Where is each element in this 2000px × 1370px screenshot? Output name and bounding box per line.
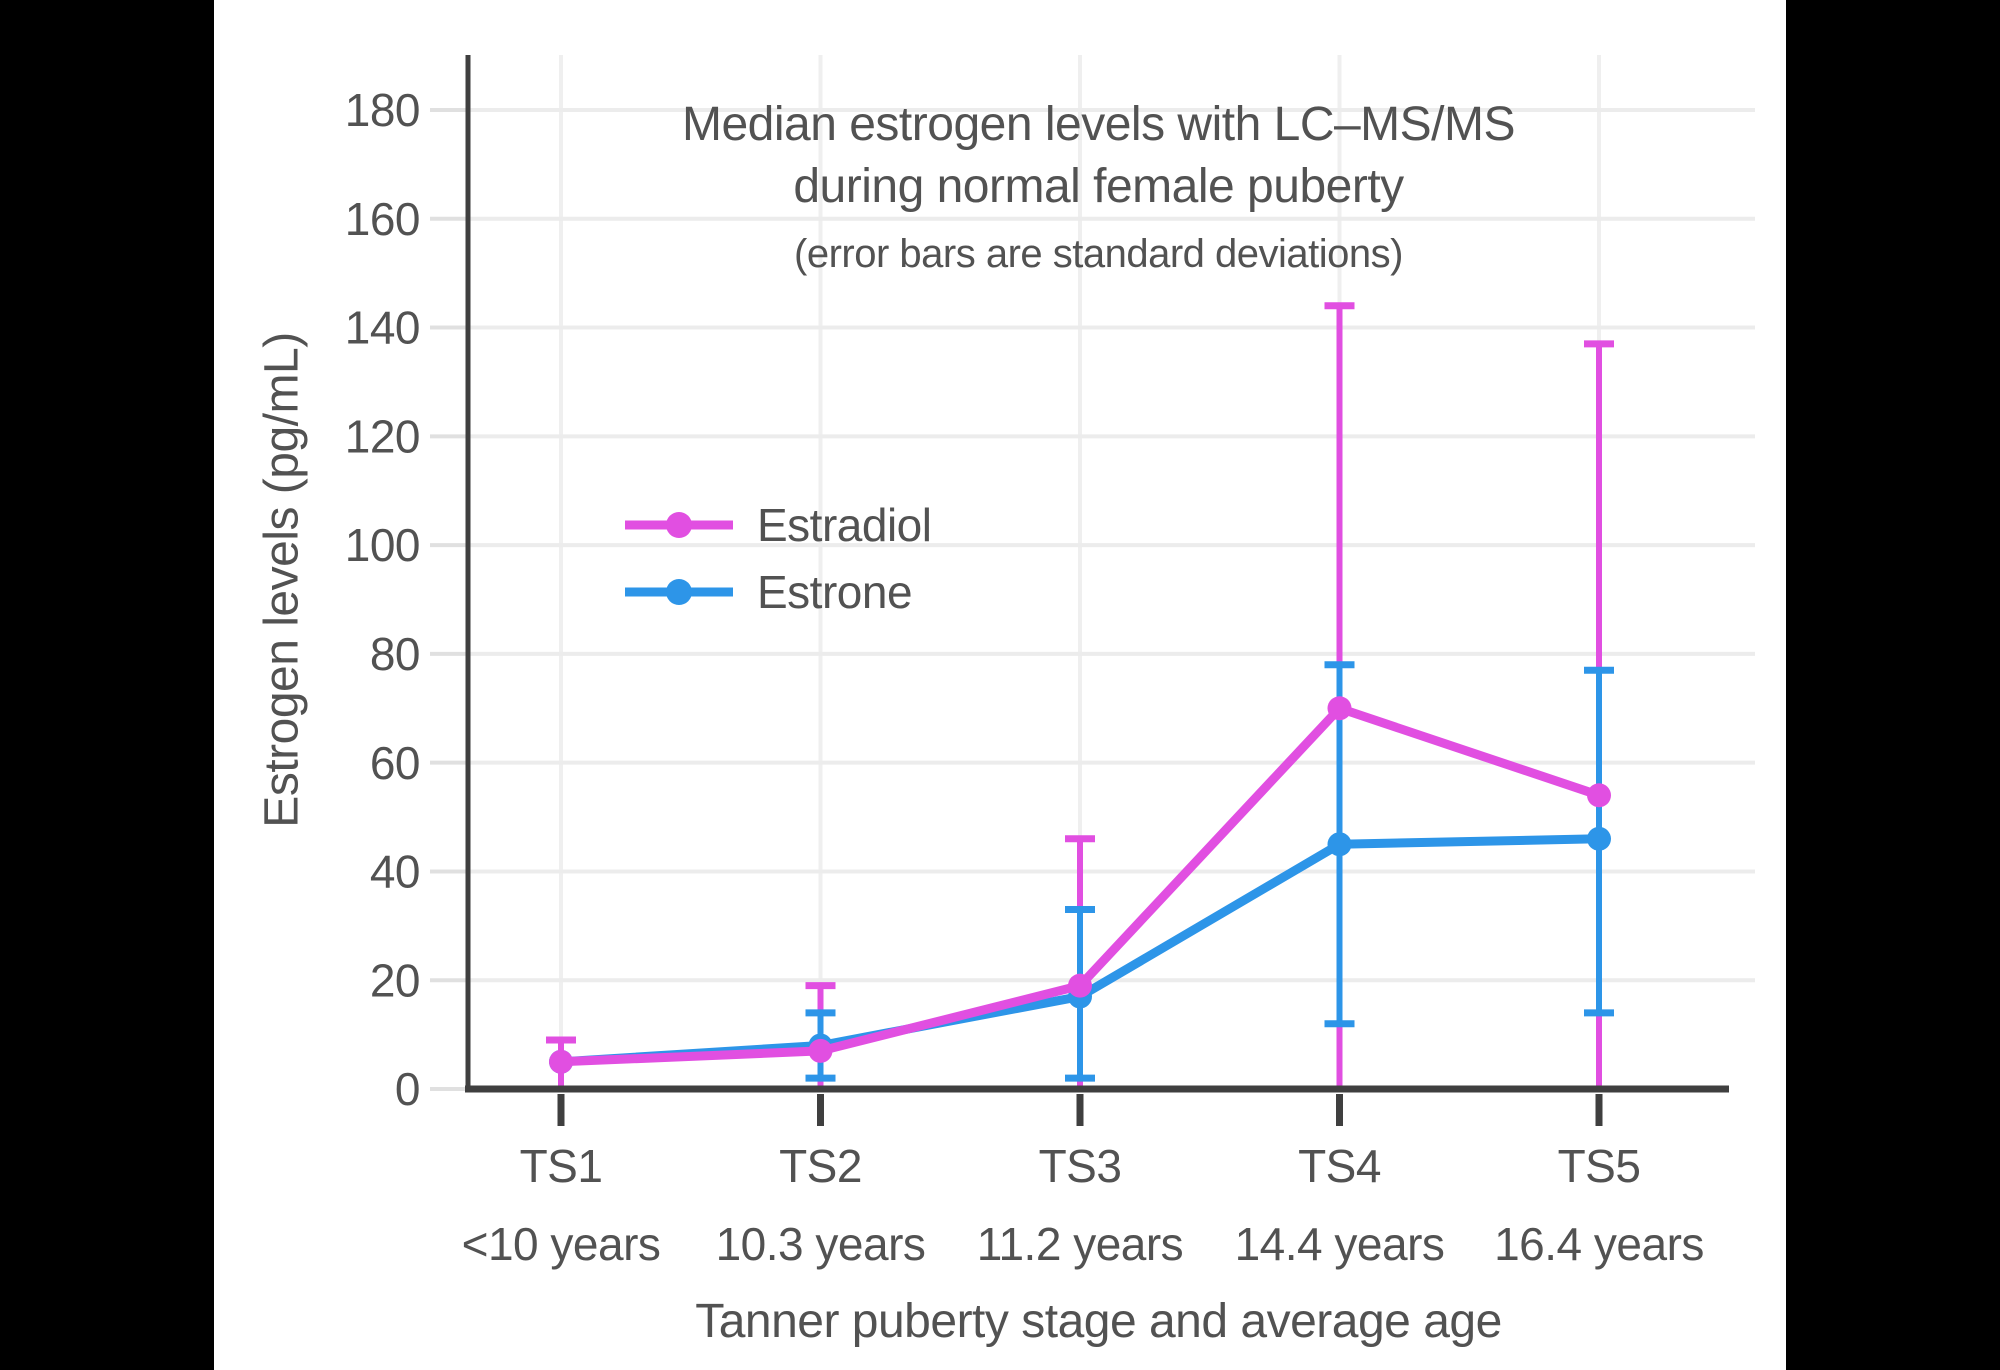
x-category-label: TS5 bbox=[1558, 1140, 1641, 1192]
x-category-label: TS4 bbox=[1298, 1140, 1381, 1192]
estradiol-point bbox=[808, 1038, 833, 1063]
x-category-label: TS3 bbox=[1039, 1140, 1122, 1192]
estradiol-legend-swatch bbox=[625, 512, 733, 538]
y-tick-label: 160 bbox=[345, 193, 420, 245]
estradiol-point bbox=[1327, 696, 1352, 721]
line-chart: 0 20 40 60 80 100 120 140 160 180 TS1 <10 years TS2 1… bbox=[345, 55, 1755, 1270]
x-category-sublabel: 10.3 years bbox=[716, 1218, 926, 1270]
y-tick-label: 20 bbox=[370, 954, 420, 1006]
x-category-sublabel: 11.2 years bbox=[977, 1218, 1183, 1270]
y-tick-label: 180 bbox=[345, 84, 420, 136]
x-category-sublabel: 14.4 years bbox=[1235, 1218, 1445, 1270]
y-tick-label: 80 bbox=[370, 628, 420, 680]
legend-label-estrone: Estrone bbox=[757, 566, 913, 618]
x-axis-title: Tanner puberty stage and average age bbox=[695, 1295, 1502, 1348]
legend-item-estradiol: Estradiol bbox=[623, 497, 932, 553]
chart-canvas: 0 20 40 60 80 100 120 140 160 180 TS1 <10 years TS2 1… bbox=[214, 0, 1786, 1370]
legend-label-estradiol: Estradiol bbox=[757, 499, 932, 551]
chart-title-line2: during normal female puberty bbox=[793, 160, 1404, 213]
y-tick-label: 140 bbox=[345, 302, 420, 354]
chart-title-line1: Median estrogen levels with LC–MS/MS bbox=[681, 98, 1516, 151]
x-category-label: TS1 bbox=[520, 1140, 603, 1192]
x-category-sublabel: 16.4 years bbox=[1494, 1218, 1704, 1270]
x-category-label: TS2 bbox=[779, 1140, 862, 1192]
legend-item-estrone: Estrone bbox=[623, 564, 931, 620]
y-tick-label: 60 bbox=[370, 737, 420, 789]
estradiol-point bbox=[549, 1049, 573, 1074]
legend: Estradiol Estrone bbox=[623, 497, 932, 631]
estrone-legend-swatch bbox=[625, 579, 733, 605]
y-tick-label: 40 bbox=[370, 846, 420, 898]
chart-title: Median estrogen levels with LC–MS/MS dur… bbox=[468, 94, 1729, 218]
chart-subtitle: (error bars are standard deviations) bbox=[794, 232, 1403, 276]
x-category-sublabel: <10 years bbox=[462, 1218, 661, 1270]
y-tick-label: 120 bbox=[345, 410, 420, 462]
estradiol-point bbox=[1068, 973, 1092, 998]
y-axis-title: Estrogen levels (pg/mL) bbox=[255, 332, 309, 828]
estradiol-point bbox=[1587, 783, 1611, 808]
y-tick-label: 0 bbox=[395, 1063, 420, 1115]
y-tick-label: 100 bbox=[345, 519, 420, 571]
